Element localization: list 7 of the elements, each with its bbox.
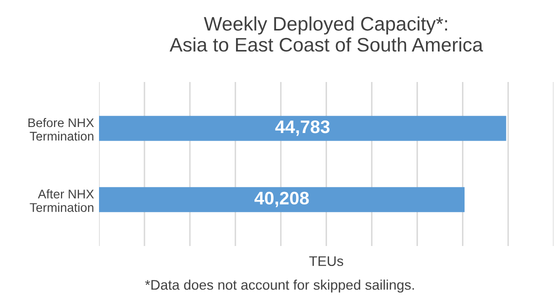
y-tick-label: Before NHX Termination — [28, 118, 94, 141]
text: *Data does not account for skipped sailings. — [145, 280, 414, 293]
data-label: 40,208 — [254, 192, 309, 208]
x-axis-title: TEUs — [309, 256, 344, 266]
chart-title: Weekly Deployed Capacity*: Asia to East Coast of South America — [170, 16, 484, 52]
data-label: 44,783 — [275, 120, 330, 136]
y-tick-label: After NHX Termination — [30, 189, 94, 212]
